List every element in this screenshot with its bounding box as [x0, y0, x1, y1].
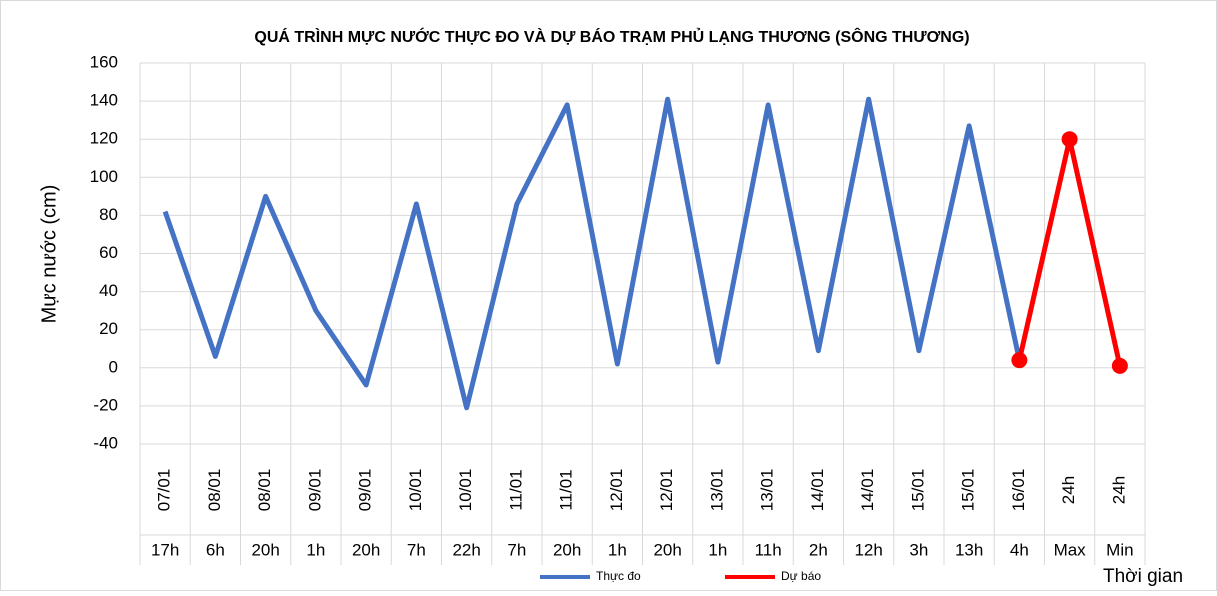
x-tick-date: 12/01	[657, 469, 676, 512]
x-tick-date: 14/01	[858, 469, 877, 512]
series-line	[162, 96, 1022, 411]
x-tick-date: 09/01	[305, 469, 324, 512]
y-tick-label: 20	[99, 319, 118, 338]
y-tick-label: 120	[90, 129, 118, 148]
x-tick-time: Min	[1106, 540, 1133, 559]
y-tick-label: -40	[93, 433, 118, 452]
point-marker	[1061, 131, 1078, 148]
x-tick-date: 07/01	[155, 469, 174, 512]
y-axis-label: Mực nước (cm)	[38, 185, 60, 324]
x-tick-time: 1h	[306, 540, 325, 559]
x-tick-date: 09/01	[356, 469, 375, 512]
x-tick-date: 16/01	[1009, 469, 1028, 512]
y-tick-label: 100	[90, 167, 118, 186]
x-tick-date: 13/01	[707, 469, 726, 512]
x-tick-time: 22h	[452, 540, 480, 559]
y-tick-label: 160	[90, 52, 118, 71]
x-tick-date: 11/01	[557, 469, 576, 510]
y-tick-label: 40	[99, 281, 118, 300]
x-tick-time: 17h	[151, 540, 179, 559]
x-tick-time: 3h	[909, 540, 928, 559]
x-tick-date: 13/01	[758, 469, 777, 512]
x-tick-date: 10/01	[456, 469, 475, 512]
x-tick-date: 08/01	[255, 469, 274, 512]
x-tick-date: 15/01	[959, 469, 978, 512]
x-tick-date: 11/01	[506, 469, 525, 510]
x-tick-time: Max	[1054, 540, 1087, 559]
chart-title: QUÁ TRÌNH MỰC NƯỚC THỰC ĐO VÀ DỰ BÁO TRẠ…	[254, 27, 969, 46]
x-tick-date: 15/01	[908, 469, 927, 512]
x-tick-time: 7h	[507, 540, 526, 559]
x-tick-date: 10/01	[406, 469, 425, 512]
point-marker	[1011, 352, 1028, 369]
x-tick-date: 14/01	[808, 469, 827, 512]
x-tick-time: 20h	[553, 540, 581, 559]
x-axis-label: Thời gian	[1103, 566, 1183, 587]
x-tick-time: 7h	[407, 540, 426, 559]
x-tick-time: 13h	[955, 540, 983, 559]
x-tick-time: 20h	[352, 540, 380, 559]
x-tick-date: 12/01	[607, 469, 626, 512]
x-tick-time: 20h	[251, 540, 279, 559]
x-tick-time: 20h	[653, 540, 681, 559]
x-tick-time: 12h	[854, 540, 882, 559]
legend-label: Thực đo	[596, 569, 641, 583]
y-tick-label: 60	[99, 243, 118, 262]
x-tick-date: 24h	[1059, 476, 1078, 504]
y-tick-label: 0	[109, 357, 118, 376]
x-tick-date: 24h	[1109, 476, 1128, 504]
y-tick-label: -20	[93, 395, 118, 414]
x-tick-time: 1h	[608, 540, 627, 559]
x-tick-time: 6h	[206, 540, 225, 559]
x-tick-time: 2h	[809, 540, 828, 559]
x-tick-time: 11h	[755, 540, 782, 559]
x-tick-time: 4h	[1010, 540, 1029, 559]
x-tick-date: 08/01	[205, 469, 224, 512]
y-tick-label: 140	[90, 91, 118, 110]
y-tick-label: 80	[99, 205, 118, 224]
x-tick-time: 1h	[708, 540, 727, 559]
legend-label: Dự báo	[781, 569, 821, 583]
point-marker	[1111, 357, 1128, 374]
